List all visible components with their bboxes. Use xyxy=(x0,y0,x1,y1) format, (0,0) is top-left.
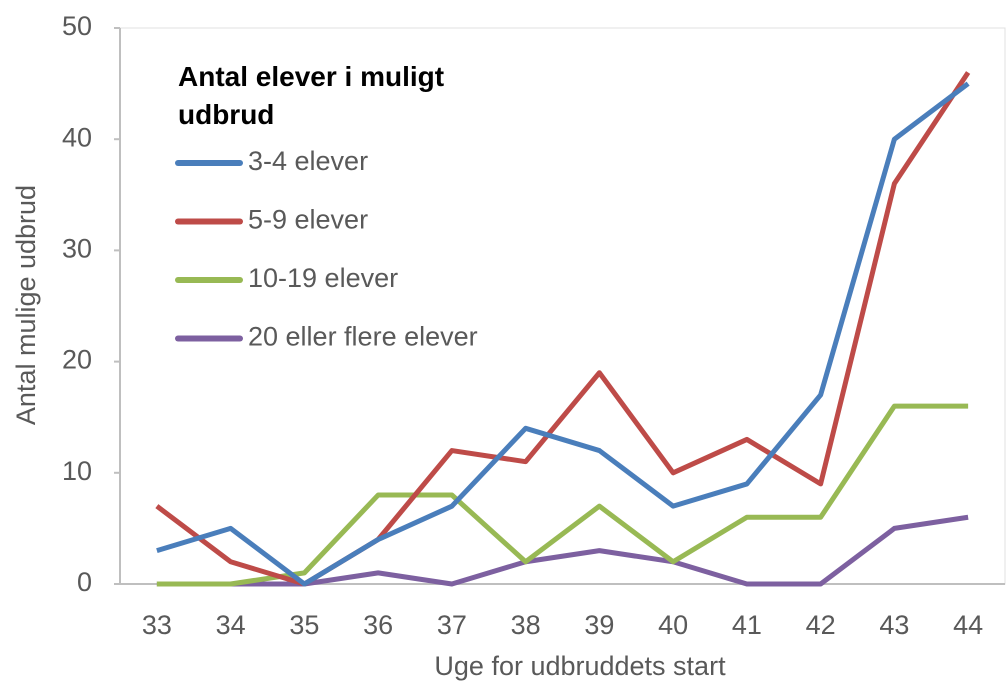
x-tick-label: 41 xyxy=(732,610,762,640)
legend-label: 10-19 elever xyxy=(248,263,398,293)
series-line xyxy=(155,71,971,587)
legend-label: 20 eller flere elever xyxy=(248,322,478,352)
x-tick-label: 34 xyxy=(216,610,246,640)
series-line xyxy=(156,81,970,587)
x-tick-label: 43 xyxy=(879,610,909,640)
x-tick-label: 33 xyxy=(142,610,172,640)
x-tick-label: 44 xyxy=(953,610,983,640)
y-tick-label: 0 xyxy=(77,567,92,597)
x-tick-label: 36 xyxy=(363,610,393,640)
y-axis-label: Antal mulige udbrud xyxy=(11,185,41,425)
y-tick-label: 10 xyxy=(62,456,92,486)
legend-title: Antal elever i muligt udbrud xyxy=(178,61,445,130)
x-tick-label: 37 xyxy=(437,610,467,640)
x-tick-label: 42 xyxy=(806,610,836,640)
y-tick-label: 40 xyxy=(62,122,92,152)
x-tick-label: 39 xyxy=(584,610,614,640)
series-line xyxy=(156,514,969,587)
x-tick-label: 35 xyxy=(289,610,319,640)
x-tick-label: 40 xyxy=(658,610,688,640)
x-axis-label: Uge for udbruddets start xyxy=(434,651,726,681)
y-tick-label: 30 xyxy=(62,234,92,264)
legend-label: 3-4 elever xyxy=(248,146,368,176)
y-tick-label: 50 xyxy=(62,11,92,41)
legend-label: 5-9 elever xyxy=(248,205,368,235)
x-tick-label: 38 xyxy=(511,610,541,640)
y-tick-label: 20 xyxy=(62,345,92,375)
